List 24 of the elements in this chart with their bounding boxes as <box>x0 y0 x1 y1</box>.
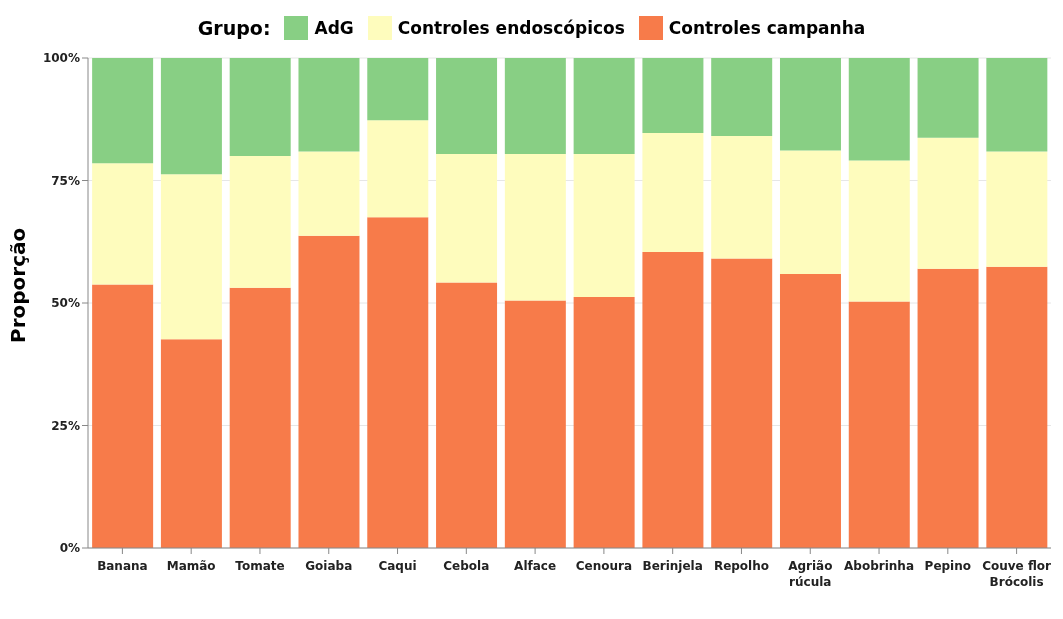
x-tick-label: Couve flor Brócolis <box>982 559 1052 589</box>
x-tick-label: Berinjela <box>642 559 703 573</box>
y-tick-label: 0% <box>59 541 80 556</box>
x-tick-label: Cebola <box>443 559 490 573</box>
legend-title: Grupo: <box>197 17 271 39</box>
x-tick-label: Tomate <box>235 559 285 573</box>
x-tick-label: Banana <box>97 559 148 573</box>
y-tick-label: 100% <box>42 51 80 66</box>
x-tick-label: Mamão <box>166 559 216 573</box>
y-axis-title: Proporção <box>6 227 31 343</box>
y-tick-label: 75% <box>51 173 80 188</box>
y-tick-label: 50% <box>51 296 80 311</box>
x-tick-label: Cenoura <box>575 559 633 573</box>
x-tick-label: Pepino <box>924 559 972 573</box>
x-tick-label: Agrião rúcula <box>788 559 833 589</box>
x-tick-label: Goiaba <box>305 559 353 573</box>
x-tick-label: Abobrinha <box>844 559 914 573</box>
x-tick-label: Caqui <box>378 559 417 573</box>
legend-label: Controles endoscópicos <box>396 17 625 40</box>
legend-label: Controles campanha <box>667 17 866 40</box>
y-tick-label: 25% <box>51 418 80 433</box>
legend-label: AdG <box>313 17 354 40</box>
x-tick-label: Repolho <box>713 559 770 573</box>
x-tick-label: Alface <box>514 559 557 573</box>
